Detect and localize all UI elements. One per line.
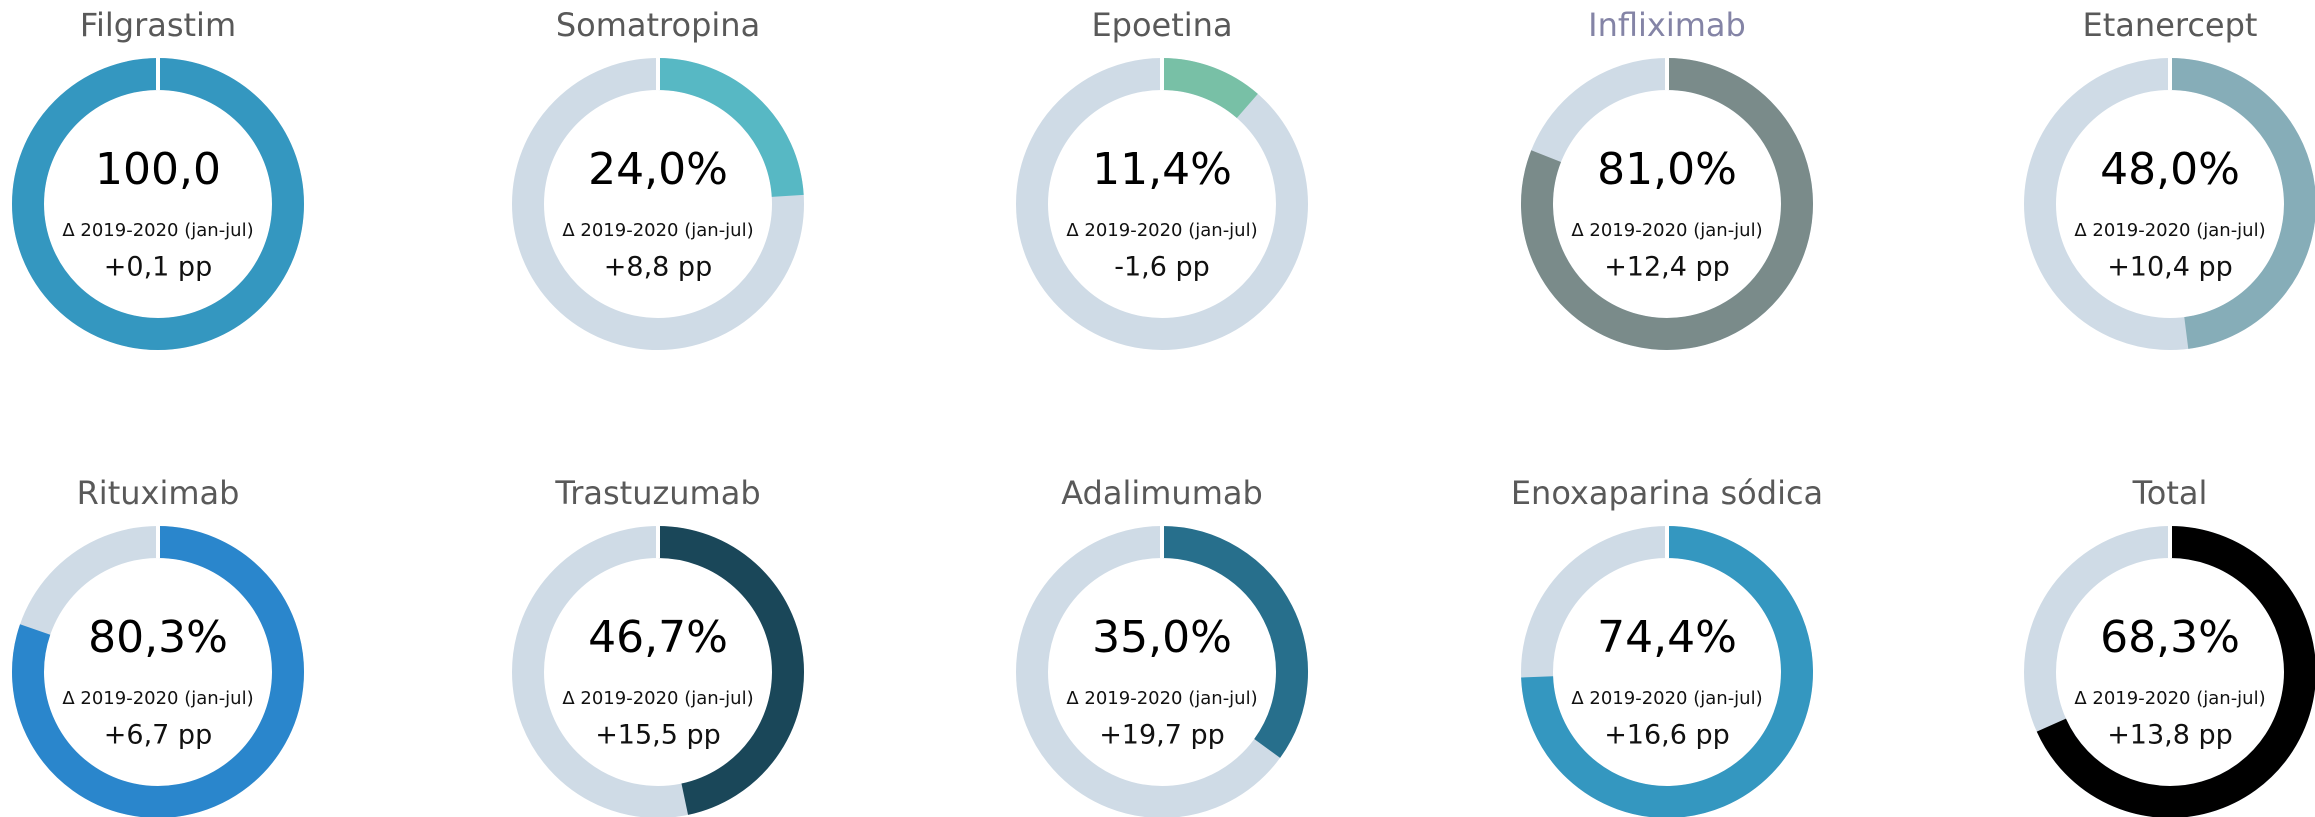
delta-annotation: +0,1 pp [104, 252, 212, 283]
delta-annotation: +16,6 pp [1604, 720, 1730, 751]
chart-title: Epoetina [1091, 6, 1232, 44]
donut-segment [657, 526, 804, 815]
donut-chart: Rituximab 80,3% Δ 2019-2020 (jan-jul) +6,7 … [12, 474, 304, 817]
donut-chart: Somatropina 24,0% Δ 2019-2020 (jan-jul) +8,… [512, 6, 804, 350]
subtitle: Δ 2019-2020 (jan-jul) [2074, 688, 2265, 709]
delta-annotation: +10,4 pp [2107, 252, 2233, 283]
center-value: 80,3% [88, 612, 228, 663]
subtitle: Δ 2019-2020 (jan-jul) [562, 220, 753, 241]
delta-annotation: +12,4 pp [1604, 252, 1730, 283]
center-value: 46,7% [588, 612, 728, 663]
subtitle: Δ 2019-2020 (jan-jul) [562, 688, 753, 709]
donut-chart: Enoxaparina sódica 74,4% Δ 2019-2020 (jan-… [1511, 474, 1823, 817]
chart-title: Infliximab [1588, 6, 1746, 44]
delta-annotation: +8,8 pp [604, 252, 712, 283]
donut-segment [1161, 526, 1308, 758]
donut-segment [1521, 526, 1813, 817]
center-value: 68,3% [2100, 612, 2240, 663]
chart-title: Rituximab [77, 474, 240, 512]
center-value: 81,0% [1597, 144, 1737, 195]
chart-title: Enoxaparina sódica [1511, 474, 1823, 512]
chart-title: Filgrastim [80, 6, 236, 44]
center-value: 35,0% [1092, 612, 1232, 663]
donut-segment [1521, 58, 1813, 350]
donut-chart: Adalimumab 35,0% Δ 2019-2020 (jan-jul) +19,… [1016, 474, 1308, 817]
subtitle: Δ 2019-2020 (jan-jul) [62, 688, 253, 709]
subtitle: Δ 2019-2020 (jan-jul) [1571, 688, 1762, 709]
donut-track [1016, 58, 1308, 350]
delta-annotation: +13,8 pp [2107, 720, 2233, 751]
delta-annotation: +19,7 pp [1099, 720, 1225, 751]
delta-annotation: +6,7 pp [104, 720, 212, 751]
subtitle: Δ 2019-2020 (jan-jul) [1066, 688, 1257, 709]
subtitle: Δ 2019-2020 (jan-jul) [1571, 220, 1762, 241]
delta-annotation: -1,6 pp [1114, 252, 1210, 283]
chart-title: Etanercept [2083, 6, 2258, 44]
center-value: 24,0% [588, 144, 728, 195]
donut-segment [12, 526, 304, 817]
donut-chart: Trastuzumab 46,7% Δ 2019-2020 (jan-jul) +15… [512, 474, 804, 817]
donut-segment [1161, 58, 1258, 119]
chart-title: Somatropina [556, 6, 760, 44]
donut-chart: Epoetina 11,4% Δ 2019-2020 (jan-jul) -1,6 p… [1016, 6, 1308, 350]
donut-segment [2036, 526, 2315, 817]
donut-chart: Filgrastim 100,0 Δ 2019-2020 (jan-jul) +0,1… [12, 6, 304, 350]
chart-title: Trastuzumab [554, 474, 760, 512]
donut-segment [657, 58, 804, 198]
subtitle: Δ 2019-2020 (jan-jul) [2074, 220, 2265, 241]
chart-title: Total [2132, 474, 2208, 512]
donut-segment [2169, 58, 2315, 349]
center-value: 100,0 [95, 144, 221, 195]
chart-title: Adalimumab [1061, 474, 1263, 512]
donut-chart: Infliximab 81,0% Δ 2019-2020 (jan-jul) +12,… [1521, 6, 1813, 350]
center-value: 74,4% [1597, 612, 1737, 663]
delta-annotation: +15,5 pp [595, 720, 721, 751]
subtitle: Δ 2019-2020 (jan-jul) [62, 220, 253, 241]
donut-segment [12, 58, 304, 350]
donut-chart: Total 68,3% Δ 2019-2020 (jan-jul) +13,8 pp [2024, 474, 2315, 817]
donut-chart: Etanercept 48,0% Δ 2019-2020 (jan-jul) +10,… [2024, 6, 2315, 350]
center-value: 11,4% [1092, 144, 1232, 195]
center-value: 48,0% [2100, 144, 2240, 195]
subtitle: Δ 2019-2020 (jan-jul) [1066, 220, 1257, 241]
